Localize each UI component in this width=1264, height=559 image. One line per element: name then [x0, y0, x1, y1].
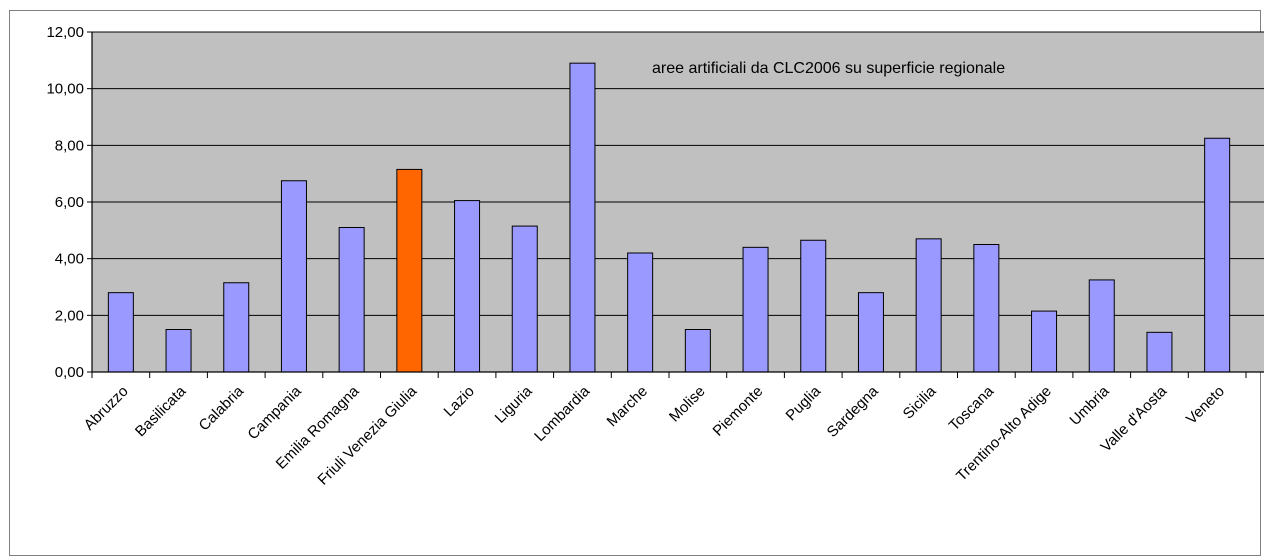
category-label: Piemonte [710, 383, 767, 440]
bar-lazio [454, 200, 481, 373]
axes [87, 31, 1264, 378]
category-label: Abruzzo [81, 383, 132, 434]
bar-abruzzo [107, 292, 134, 373]
category-label: Trentino-Alto Adige [953, 383, 1055, 485]
chart-title: aree artificiali da CLC2006 su superfici… [652, 60, 1005, 77]
bar-emilia-romagna [338, 227, 365, 373]
y-tick-labels: 0,00 2,00 4,00 6,00 8,00 10,00 12,00 [46, 24, 84, 381]
category-label: Toscana [946, 382, 998, 434]
bar-toscana [973, 244, 1000, 373]
bar-sicilia [915, 238, 942, 373]
y-tick-label: 8,00 [55, 137, 84, 154]
category-label: Sardegna [824, 382, 882, 440]
category-labels: Abruzzo Basilicata CalabriaCampaniaEmilia … [81, 382, 1228, 488]
category-label: Sicilia [900, 382, 940, 422]
bar-sardegna [857, 292, 884, 373]
y-tick-label: 10,00 [46, 81, 84, 98]
category-label: Molise [666, 383, 709, 426]
category-label: Umbria [1066, 382, 1113, 429]
bar-umbria [1088, 279, 1115, 373]
bar-friuli-venezia-giulia [396, 168, 423, 373]
y-tick-label: 4,00 [55, 251, 84, 268]
category-label: Veneto [1183, 383, 1228, 428]
bar-marche [627, 252, 654, 373]
bar-campania [280, 180, 307, 373]
bar-basilicata [165, 329, 192, 373]
bar-calabria [223, 282, 250, 373]
category-label: Campania [244, 382, 305, 443]
category-label: Lazio [441, 383, 478, 420]
bar-valle-d-aosta [1146, 331, 1173, 373]
category-label: Lombardia [531, 382, 594, 445]
bar-trentino-alto-adige [1031, 310, 1058, 373]
y-tick-label: 12,00 [46, 24, 84, 41]
bar-lombardia [569, 62, 596, 373]
y-tick-label: 0,00 [55, 364, 84, 381]
bar-liguria [511, 225, 538, 373]
category-label: Friuli Venezia Giulia [314, 382, 420, 488]
bar-molise [684, 329, 711, 373]
y-tick-label: 6,00 [55, 194, 84, 211]
category-label: Calabria [196, 382, 248, 434]
category-label: Puglia [783, 382, 825, 424]
category-label: Marche [604, 383, 651, 430]
bar-puglia [800, 239, 827, 373]
bar-piemonte [742, 246, 769, 373]
bar-veneto [1204, 137, 1231, 373]
y-tick-label: 2,00 [55, 307, 84, 324]
category-label: Basilicata [132, 382, 190, 440]
category-label: Liguria [492, 382, 536, 426]
bars [107, 62, 1231, 373]
